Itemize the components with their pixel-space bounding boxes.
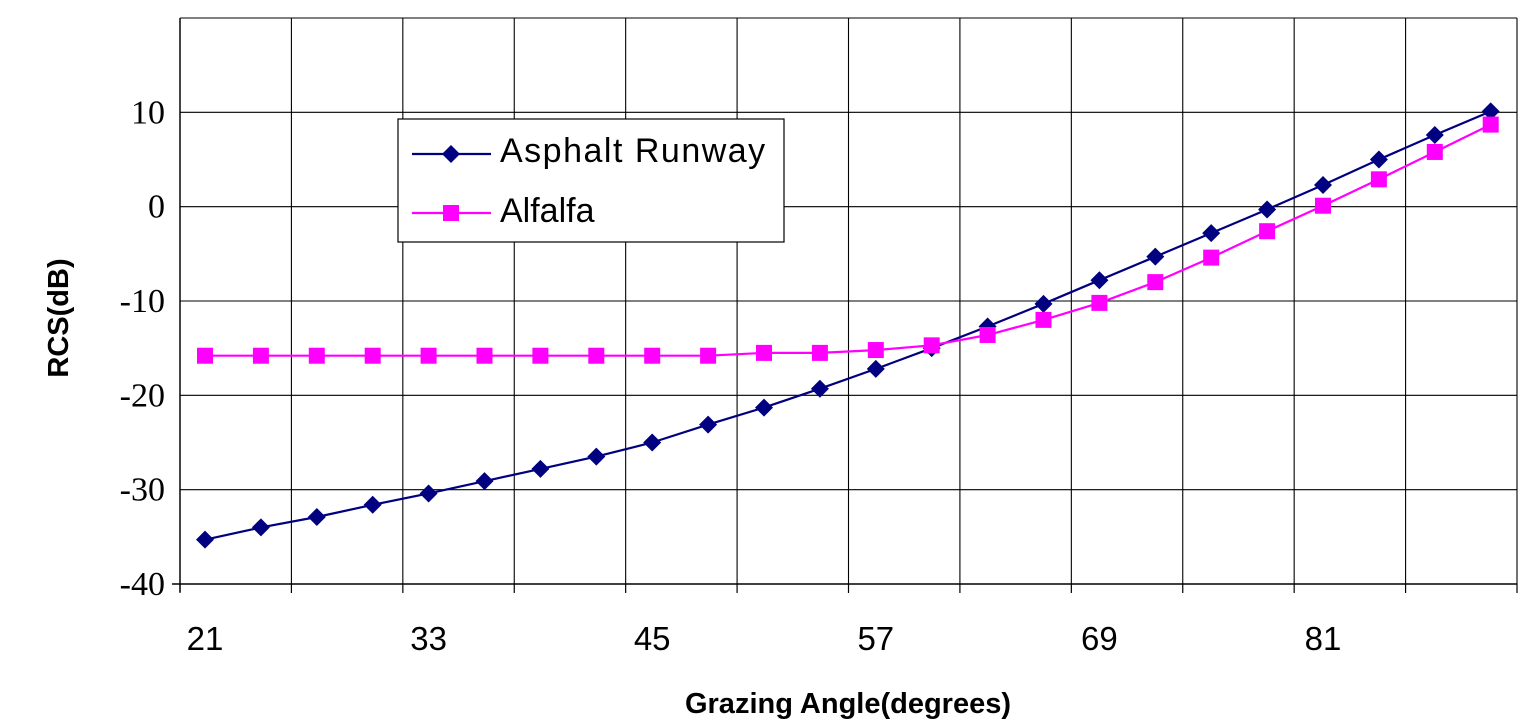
legend-item-asphalt-runway: Asphalt Runway bbox=[412, 132, 767, 170]
data-point-square bbox=[1035, 311, 1052, 328]
legend-box bbox=[397, 118, 785, 243]
data-point-square bbox=[1259, 223, 1276, 240]
data-point-square bbox=[420, 347, 437, 364]
data-point-square bbox=[252, 347, 269, 364]
data-point-square bbox=[923, 337, 940, 354]
series-lines bbox=[196, 102, 1500, 549]
axes bbox=[172, 18, 1518, 593]
data-point-diamond bbox=[643, 433, 662, 452]
series-line bbox=[205, 123, 1492, 357]
data-point-diamond bbox=[587, 447, 606, 466]
data-point-square bbox=[308, 347, 325, 364]
data-point-diamond bbox=[531, 459, 550, 478]
y-tick-label: -10 bbox=[120, 283, 165, 320]
data-point-diamond bbox=[307, 508, 326, 527]
y-tick-label: -20 bbox=[120, 377, 165, 414]
series-asphalt-runway bbox=[196, 102, 1500, 549]
data-point-square bbox=[1482, 116, 1499, 133]
y-tick-label: 0 bbox=[148, 189, 165, 226]
y-tick-label: -40 bbox=[120, 566, 165, 603]
data-point-diamond bbox=[1034, 294, 1053, 313]
y-tick-labels: -40 -30 -20 -10 0 10 bbox=[120, 94, 165, 603]
data-point-diamond bbox=[1481, 102, 1500, 121]
data-point-square bbox=[756, 344, 772, 361]
data-point-diamond bbox=[1258, 200, 1277, 219]
data-point-square bbox=[644, 347, 661, 364]
data-point-square bbox=[1147, 274, 1164, 291]
data-point-diamond bbox=[363, 495, 382, 514]
data-point-square bbox=[867, 342, 884, 359]
x-tick-label: 33 bbox=[410, 620, 447, 657]
data-point-square bbox=[532, 347, 549, 364]
legend-marker-square bbox=[443, 205, 459, 221]
data-point-diamond bbox=[196, 530, 214, 549]
data-point-square bbox=[979, 326, 996, 343]
legend-marker-diamond bbox=[442, 145, 460, 163]
data-point-square bbox=[700, 347, 717, 364]
data-point-diamond bbox=[1425, 125, 1444, 144]
series-line bbox=[204, 110, 1492, 541]
series-alfalfa bbox=[197, 116, 1499, 364]
data-point-diamond bbox=[1314, 175, 1332, 194]
data-point-diamond bbox=[251, 518, 270, 537]
data-point-diamond bbox=[1202, 224, 1221, 243]
y-axis-title: RCS(dB) bbox=[43, 258, 75, 377]
legend: Asphalt Runway Alfalfa bbox=[397, 118, 785, 243]
x-tick-label: 57 bbox=[857, 620, 894, 657]
data-point-square bbox=[588, 347, 605, 364]
y-tick-label: -30 bbox=[120, 472, 165, 509]
y-tick-label: 10 bbox=[131, 94, 165, 131]
data-point-diamond bbox=[866, 359, 885, 378]
data-point-square bbox=[811, 344, 828, 361]
data-point-diamond bbox=[1146, 247, 1165, 266]
x-tick-label: 45 bbox=[634, 620, 671, 657]
legend-item-alfalfa: Alfalfa bbox=[412, 192, 595, 230]
data-point-diamond bbox=[419, 484, 438, 503]
data-point-diamond bbox=[755, 398, 773, 417]
data-point-square bbox=[1426, 143, 1443, 160]
gridlines bbox=[179, 17, 1518, 585]
x-axis-title: Grazing Angle(degrees) bbox=[685, 688, 1011, 719]
data-point-diamond bbox=[1090, 271, 1109, 290]
x-tick-label: 69 bbox=[1081, 620, 1118, 657]
x-tick-label: 21 bbox=[187, 620, 224, 657]
x-tick-label: 81 bbox=[1305, 620, 1342, 657]
data-point-square bbox=[1091, 294, 1108, 311]
x-tick-labels: 21 33 45 57 69 81 bbox=[187, 620, 1342, 657]
data-point-square bbox=[1315, 197, 1331, 214]
legend-label-asphalt-runway: Asphalt Runway bbox=[500, 132, 767, 170]
data-point-square bbox=[1370, 171, 1387, 188]
data-point-diamond bbox=[810, 379, 829, 398]
data-point-diamond bbox=[699, 415, 718, 434]
data-point-diamond bbox=[475, 472, 494, 491]
data-point-square bbox=[1203, 249, 1220, 266]
data-point-square bbox=[197, 347, 213, 364]
legend-label-alfalfa: Alfalfa bbox=[500, 192, 595, 230]
data-point-square bbox=[364, 347, 381, 364]
data-point-diamond bbox=[1369, 150, 1388, 169]
data-point-square bbox=[476, 347, 493, 364]
